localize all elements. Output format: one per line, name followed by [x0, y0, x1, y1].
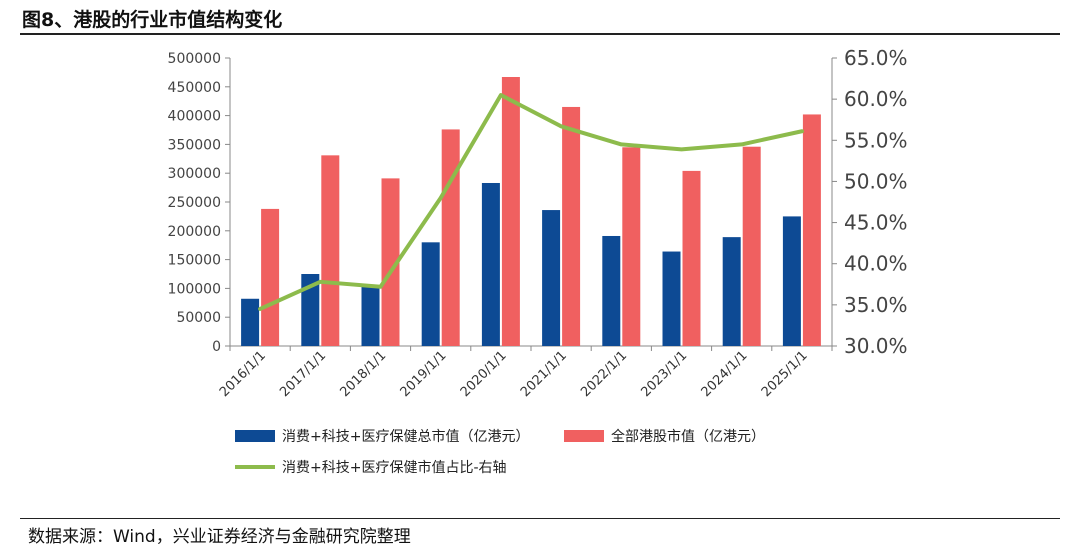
right-tick-label: 40.0%: [844, 252, 908, 276]
legend-swatch: [564, 430, 604, 442]
bar-sector-total: [782, 216, 801, 346]
x-tick-label: 2018/1/1: [337, 348, 389, 400]
x-tick-label: 2025/1/1: [759, 348, 811, 400]
bar-sector-total: [662, 251, 681, 346]
left-tick-label: 500000: [168, 51, 221, 67]
left-tick-label: 250000: [168, 195, 221, 211]
left-tick-label: 400000: [168, 109, 221, 125]
x-tick-label: 2021/1/1: [518, 348, 570, 400]
right-tick-label: 50.0%: [844, 169, 908, 193]
left-tick-label: 350000: [168, 137, 221, 153]
bar-sector-total: [241, 298, 260, 346]
x-tick-label: 2022/1/1: [578, 348, 630, 400]
left-tick-label: 100000: [168, 281, 221, 297]
right-tick-label: 65.0%: [844, 46, 908, 70]
bar-sector-total: [602, 235, 621, 346]
bottom-rule: [20, 518, 1060, 519]
x-tick-label: 2020/1/1: [458, 348, 510, 400]
x-tick-label: 2017/1/1: [277, 348, 329, 400]
bar-sector-total: [481, 182, 500, 346]
legend-label: 消费+科技+医疗保健总市值（亿港元）: [282, 428, 529, 445]
legend-label: 消费+科技+医疗保健市值占比-右轴: [282, 459, 507, 476]
right-tick-label: 30.0%: [844, 334, 908, 358]
left-tick-label: 50000: [176, 310, 221, 326]
bar-sector-total: [301, 274, 320, 346]
left-tick-label: 200000: [168, 224, 221, 240]
left-tick-label: 300000: [168, 166, 221, 182]
bar-market-total: [441, 129, 460, 346]
x-tick-label: 2019/1/1: [398, 348, 450, 400]
bar-market-total: [501, 77, 520, 347]
left-tick-label: 150000: [168, 253, 221, 269]
legend-swatch: [235, 430, 275, 442]
share-line-series: [258, 93, 804, 311]
bar-sector-total: [421, 242, 440, 346]
bar-market-total: [562, 106, 581, 347]
bar-market-total: [742, 146, 761, 346]
x-tick-label: 2024/1/1: [699, 348, 751, 400]
bar-sector-total: [361, 285, 380, 346]
bar-market-total: [622, 147, 641, 346]
bar-market-total: [682, 170, 701, 346]
bar-market-total: [261, 208, 280, 346]
x-tick-label: 2023/1/1: [638, 348, 690, 400]
left-tick-label: 0: [212, 339, 221, 355]
source-note: 数据来源：Wind，兴业证券经济与金融研究院整理: [28, 527, 411, 547]
bar-sector-total: [722, 237, 741, 346]
right-tick-label: 45.0%: [844, 211, 908, 235]
top-rule: [20, 33, 1060, 35]
left-tick-label: 450000: [168, 80, 221, 96]
x-tick-label: 2016/1/1: [217, 348, 269, 400]
bar-market-total: [321, 155, 340, 346]
legend-label: 全部港股市值（亿港元）: [611, 428, 765, 445]
right-tick-label: 35.0%: [844, 293, 908, 317]
bar-sector-total: [542, 210, 561, 346]
chart-title: 图8、港股的行业市值结构变化: [22, 9, 283, 31]
chart: 0 50000 100000 150000 200000 250000 300000 3500…: [168, 46, 908, 476]
right-tick-label: 55.0%: [844, 128, 908, 152]
bar-market-total: [381, 178, 400, 346]
right-tick-label: 60.0%: [844, 87, 908, 111]
bar-market-total: [802, 114, 821, 346]
